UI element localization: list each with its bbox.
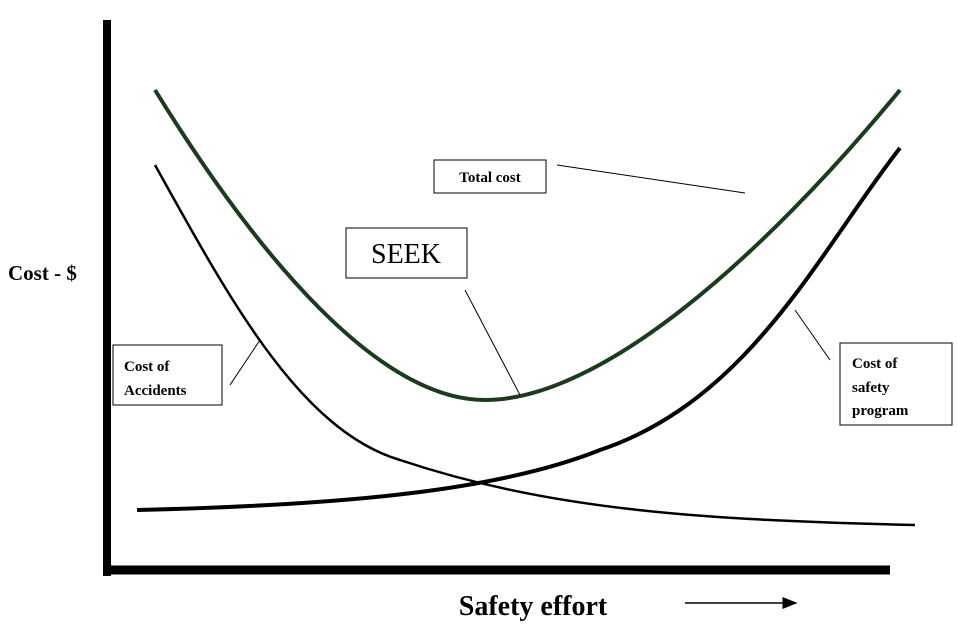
label-box — [433, 159, 547, 194]
label-box — [112, 344, 223, 406]
y-axis-label: Cost - $ — [8, 261, 77, 285]
leader-line — [794, 309, 831, 361]
safety-program-curve — [136, 146, 902, 512]
label: program — [852, 403, 909, 419]
x-axis-label: Safety effort — [459, 591, 608, 622]
label: Total cost — [459, 170, 521, 186]
label-box — [345, 227, 468, 279]
leader-line — [556, 164, 746, 194]
label: Accidents — [124, 383, 187, 399]
leader-line — [229, 339, 261, 386]
label: safety — [852, 380, 890, 396]
label: Cost of — [852, 356, 898, 372]
accidents-curve — [153, 164, 916, 527]
total-cost-curve — [153, 88, 902, 403]
leader-line — [464, 289, 521, 396]
label: SEEK — [371, 239, 441, 270]
label: Cost of — [124, 359, 170, 375]
label-box — [839, 342, 953, 426]
